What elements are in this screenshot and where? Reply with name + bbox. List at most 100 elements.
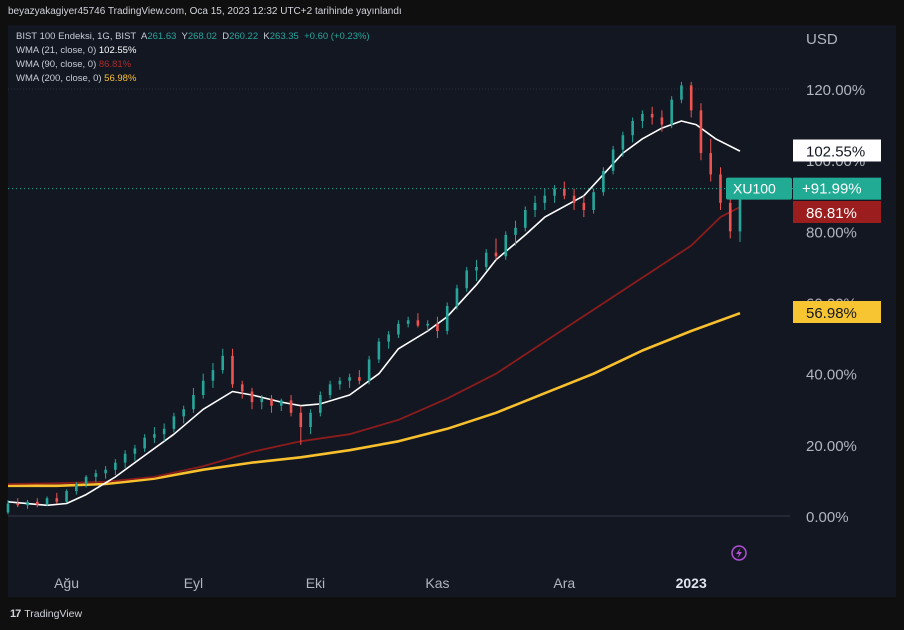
candle-body-43 [426,323,429,326]
candle-body-61 [602,170,605,193]
candle-body-16 [162,428,166,435]
candle-body-40 [397,323,400,335]
series-tag-bg-0 [793,139,881,162]
candle-body-44 [436,323,439,331]
candle-body-25 [250,391,254,403]
candle-body-15 [153,434,156,438]
x-tick-label-5: 2023 [676,575,707,591]
candle-body-21 [211,370,215,381]
candle-body-24 [240,384,244,392]
candle-body-27 [270,398,273,406]
legend-symbol-row[interactable]: BIST 100 Endeksi, 1G, BIST A261.63 Y268.… [16,30,370,44]
candle-body-28 [279,400,283,406]
candle-body-6 [65,491,68,502]
series-tag-bg-2 [793,301,881,323]
series-tag-label-1: 86.81% [806,205,857,222]
candle-body-32 [319,395,322,413]
candle-body-53 [523,209,527,228]
series-tag-label-2: 56.98% [806,305,857,322]
candle-body-13 [133,448,137,454]
candle-body-11 [114,462,117,470]
legend-change: +0.60 (+0.23%) [304,31,370,42]
candle-body-55 [543,195,547,203]
candle-body-34 [338,380,342,385]
candle-body-70 [689,85,693,111]
candle-body-54 [533,202,537,210]
legend-wma200-row[interactable]: WMA (200, close, 0) 56.98% [16,72,370,86]
candle-body-35 [348,377,351,381]
legend-wma90-value: 86.81% [98,59,132,70]
candle-body-41 [406,320,410,324]
candle-body-47 [465,270,469,289]
candle-body-59 [582,202,586,210]
legend-wma90-row[interactable]: WMA (90, close, 0) 86.81% [16,58,370,72]
legend-wma21-value: 102.55% [98,45,137,56]
candle-body-9 [94,473,98,477]
legend-wma200-label: WMA (200, close, 0) [16,73,102,84]
candle-body-36 [358,377,361,381]
candle-body-75 [738,188,742,232]
x-tick-label-3: Kas [425,575,449,591]
candle-body-42 [416,320,420,326]
legend-low-label: D [222,31,230,42]
legend-symbol-title: BIST 100 Endeksi, 1G, BIST [16,31,137,42]
candle-body-14 [143,437,146,449]
candle-body-46 [455,288,459,307]
candle-body-5 [55,498,59,502]
candle-body-52 [514,227,517,235]
candle-body-22 [221,355,225,371]
candle-body-56 [553,188,556,196]
candle-body-48 [475,266,478,271]
candle-body-10 [104,469,107,474]
lightning-icon-bolt [736,548,742,559]
candle-body-72 [709,153,713,175]
y-tick-label-4: 80.00% [806,224,857,241]
series-tag-label-0: 102.55% [806,144,865,161]
series-line-wma-2 [8,311,741,488]
candle-body-31 [309,412,312,428]
legend-low-value: 260.22 [229,31,259,42]
currency-label: USD [806,31,838,48]
series-tag-bg-1 [793,201,881,223]
candle-body-69 [680,85,683,100]
tradingview-brand-text: TradingView [24,608,83,620]
x-tick-label-0: Ağu [54,575,79,591]
candle-body-60 [592,192,595,210]
candle-body-51 [504,234,508,257]
legend-wma200-value: 56.98% [104,73,137,84]
candle-body-12 [123,453,127,463]
lightning-icon[interactable] [731,545,747,561]
tradingview-footer[interactable]: 17 TradingView [10,608,82,620]
candle-body-58 [572,195,576,203]
candle-body-57 [563,188,566,196]
candle-body-67 [660,117,664,125]
candle-body-74 [728,202,732,232]
candle-body-64 [631,121,634,136]
candle-body-26 [260,398,264,403]
candle-body-0 [6,503,10,513]
series-line-wma-1 [7,206,741,485]
y-tick-label-2: 40.00% [806,367,857,384]
candle-body-63 [621,135,625,150]
candle-body-23 [231,355,234,385]
y-tick-label-6: 120.00% [806,82,865,99]
candle-body-2 [26,501,29,506]
y-tick-label-1: 20.00% [806,438,857,455]
candle-body-50 [494,252,498,257]
candle-body-49 [484,252,488,267]
legend-wma21-label: WMA (21, close, 0) [16,45,97,56]
legend: BIST 100 Endeksi, 1G, BIST A261.63 Y268.… [16,30,370,86]
candle-body-20 [201,380,205,396]
candle-body-37 [367,359,371,381]
candle-body-7 [75,483,78,492]
x-tick-label-1: Eyl [184,575,203,591]
legend-wma90-label: WMA (90, close, 0) [16,59,97,70]
legend-wma21-row[interactable]: WMA (21, close, 0) 102.55% [16,44,370,58]
candle-body-29 [289,400,293,413]
series-line-wma-0 [7,120,741,507]
legend-high-value: 268.02 [187,31,217,42]
legend-close-label: K [263,31,270,42]
legend-high-label: Y [181,31,188,42]
tradingview-logo-icon: 17 [10,608,21,620]
